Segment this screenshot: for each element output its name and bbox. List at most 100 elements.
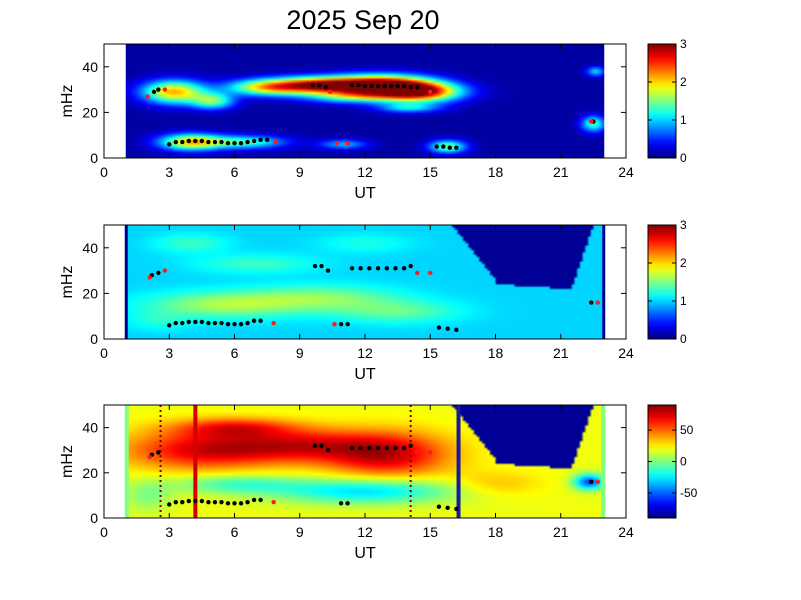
red-point: [428, 450, 433, 455]
black-point: [319, 443, 324, 448]
colorbar: [647, 404, 677, 519]
x-tick-label: 21: [553, 524, 569, 540]
black-point: [212, 499, 218, 505]
black-point: [258, 497, 263, 503]
colorbar-tick-label: 50: [680, 423, 694, 437]
red-point: [147, 275, 152, 280]
black-point: [356, 82, 361, 88]
black-point: [156, 450, 161, 455]
black-point: [245, 320, 250, 326]
colorbar: [647, 224, 677, 340]
black-point: [454, 506, 459, 512]
black-point: [401, 266, 407, 271]
black-point: [245, 139, 250, 145]
black-point: [258, 318, 263, 323]
black-point: [310, 82, 315, 88]
y-tick-label: 0: [90, 331, 98, 347]
black-point: [434, 144, 439, 149]
y-axis-label: mHz: [59, 85, 76, 118]
x-tick-label: 12: [357, 164, 373, 180]
black-point: [447, 145, 453, 150]
red-point: [589, 119, 594, 124]
red-point: [271, 499, 276, 505]
colorbar: [647, 43, 677, 159]
y-tick-label: 20: [82, 285, 98, 301]
black-point: [232, 321, 237, 327]
black-point: [436, 325, 442, 330]
red-point: [345, 140, 350, 146]
black-point: [264, 137, 270, 142]
black-point: [212, 320, 218, 326]
black-point: [312, 263, 318, 269]
black-point: [206, 139, 211, 145]
spectrogram-heatmap: [125, 405, 605, 518]
black-point: [319, 263, 324, 269]
black-point: [193, 498, 198, 504]
black-point: [408, 85, 413, 90]
colorbar-tick-label: 2: [680, 256, 687, 270]
black-point: [245, 499, 250, 505]
black-point: [384, 266, 389, 271]
x-tick-label: 9: [296, 524, 304, 540]
red-point: [595, 300, 600, 305]
red-point: [147, 454, 152, 460]
black-point: [180, 499, 185, 505]
black-point: [251, 138, 257, 144]
panel-bottom: 0 3 6 9 12 15 18 21 24 0 20 40 UT mHz -50 0 50: [59, 404, 698, 562]
y-tick-label: 40: [82, 59, 98, 75]
red-point: [162, 448, 168, 453]
colorbar-tick-label: 0: [680, 332, 687, 346]
red-point: [162, 268, 168, 273]
black-point: [186, 319, 192, 325]
black-point: [349, 445, 355, 451]
x-tick-label: 6: [231, 164, 239, 180]
red-point: [415, 270, 420, 276]
colorbar-tick-label: 0: [680, 455, 687, 469]
x-tick-label: 3: [165, 345, 173, 361]
black-point: [345, 321, 350, 327]
red-point: [145, 94, 150, 99]
x-tick-label: 6: [231, 345, 239, 361]
black-point: [173, 139, 178, 145]
x-tick-label: 18: [488, 164, 504, 180]
x-tick-label: 15: [422, 164, 438, 180]
black-point: [232, 140, 237, 146]
black-point: [358, 266, 363, 271]
x-axis-label: UT: [354, 185, 376, 202]
black-point: [180, 320, 185, 326]
left-edge-bar: [124, 225, 128, 339]
y-axis-label: mHz: [59, 266, 76, 299]
colorbar-tick-label: 0: [680, 151, 687, 165]
black-point: [325, 268, 331, 273]
figure-title: 2025 Sep 20: [286, 5, 439, 35]
black-point: [225, 501, 231, 506]
black-point: [367, 445, 372, 451]
x-axis-label: UT: [354, 545, 376, 562]
black-point: [445, 505, 450, 511]
red-point: [271, 320, 276, 326]
spectrogram-heatmap: [125, 44, 605, 158]
red-point: [328, 89, 333, 95]
right-edge-bar: [602, 225, 606, 339]
black-point: [225, 321, 231, 327]
black-point: [369, 83, 374, 89]
black-point: [167, 323, 172, 328]
black-point: [436, 504, 442, 509]
black-point: [186, 498, 192, 504]
x-tick-label: 3: [165, 524, 173, 540]
colorbar-tick-label: 1: [680, 113, 687, 127]
black-point: [173, 320, 178, 326]
black-point: [408, 263, 413, 269]
black-point: [445, 326, 450, 331]
black-point: [338, 501, 344, 506]
black-point: [454, 145, 459, 150]
colorbar-tick-label: 3: [680, 37, 687, 51]
x-tick-label: 21: [553, 345, 569, 361]
black-point: [180, 139, 185, 145]
red-point: [428, 89, 433, 95]
black-point: [408, 443, 413, 448]
x-tick-label: 18: [488, 524, 504, 540]
black-point: [323, 85, 329, 90]
